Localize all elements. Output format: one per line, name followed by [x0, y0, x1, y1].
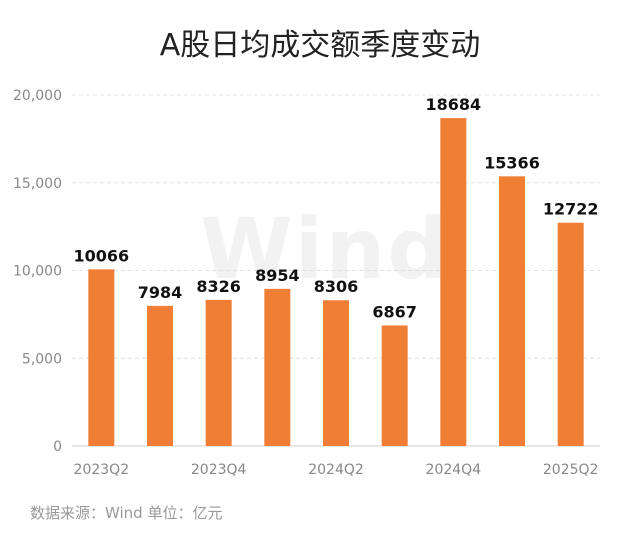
- bar: [88, 269, 115, 446]
- bar: [147, 305, 173, 446]
- data-label: 6867: [372, 302, 417, 321]
- bars: [88, 118, 584, 447]
- data-labels: 10066 7984 8326 8954 8306 6867 18684 15366 12722: [73, 95, 598, 321]
- x-tick-label: 2023Q4: [191, 462, 247, 478]
- chart-title: A股日均成交额季度变动: [159, 28, 481, 63]
- bar: [381, 325, 408, 446]
- y-tick-label: 20,000: [13, 88, 62, 104]
- watermark: Wind: [200, 200, 450, 298]
- y-tick-label: 10,000: [13, 264, 62, 280]
- data-label: 12722: [543, 200, 599, 219]
- bar: [205, 299, 232, 446]
- x-tick-label: 2024Q4: [426, 462, 482, 478]
- data-label: 8954: [255, 266, 300, 285]
- source-note: 数据来源：Wind 单位：亿元: [30, 504, 223, 522]
- bar: [499, 176, 525, 446]
- y-tick-label: 15,000: [13, 176, 62, 192]
- bar: [557, 222, 584, 446]
- data-label: 15366: [484, 153, 540, 172]
- data-label: 8306: [314, 277, 359, 296]
- y-tick-label: 0: [53, 439, 62, 455]
- bar: [323, 300, 349, 446]
- data-label: 7984: [138, 283, 183, 302]
- data-label: 10066: [73, 246, 129, 265]
- x-tick-label: 2023Q2: [74, 462, 130, 478]
- x-tick-label: 2024Q2: [308, 462, 364, 478]
- y-tick-label: 5,000: [22, 351, 62, 367]
- x-axis-ticks: 2023Q2 2023Q4 2024Q2 2024Q4 2025Q2: [74, 462, 599, 478]
- x-tick-label: 2025Q2: [543, 462, 599, 478]
- y-axis-ticks: 0 5,000 10,000 15,000 20,000: [13, 88, 62, 455]
- bar: [264, 288, 291, 446]
- bar: [440, 118, 467, 447]
- data-label: 18684: [425, 95, 481, 114]
- data-label: 8326: [196, 277, 241, 296]
